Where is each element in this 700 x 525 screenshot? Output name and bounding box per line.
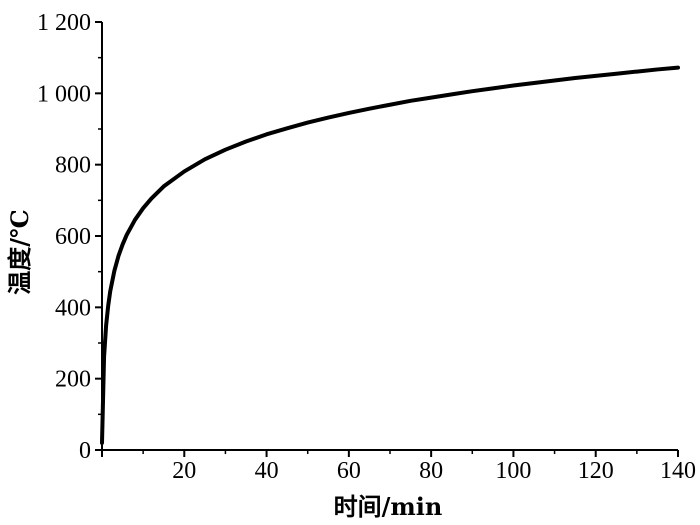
x-tick-label: 20 <box>172 458 196 484</box>
y-tick-label: 400 <box>55 295 91 321</box>
y-tick-label: 600 <box>55 224 91 250</box>
x-tick-label: 60 <box>337 458 361 484</box>
axes-lines <box>101 22 678 451</box>
series-layer <box>100 65 680 445</box>
series-line <box>100 65 680 445</box>
y-ticks: 0 200 400 600 800 1 000 1 200 <box>37 10 102 464</box>
y-tick-label: 1 200 <box>37 10 91 36</box>
y-tick-label: 800 <box>55 153 91 179</box>
x-ticks: 20 40 60 80 100 120 140 <box>101 450 696 484</box>
y-tick-label: 200 <box>55 367 91 393</box>
x-tick-label: 140 <box>660 458 696 484</box>
y-tick-label: 0 <box>79 438 91 464</box>
x-axis-title: 时间/min <box>334 492 443 521</box>
x-tick-label: 80 <box>419 458 443 484</box>
y-axis-title: 温度/℃ <box>5 209 34 295</box>
y-tick-label: 1 000 <box>37 81 91 107</box>
x-tick-label: 120 <box>578 458 614 484</box>
x-tick-label: 40 <box>255 458 279 484</box>
x-tick-label: 100 <box>495 458 531 484</box>
